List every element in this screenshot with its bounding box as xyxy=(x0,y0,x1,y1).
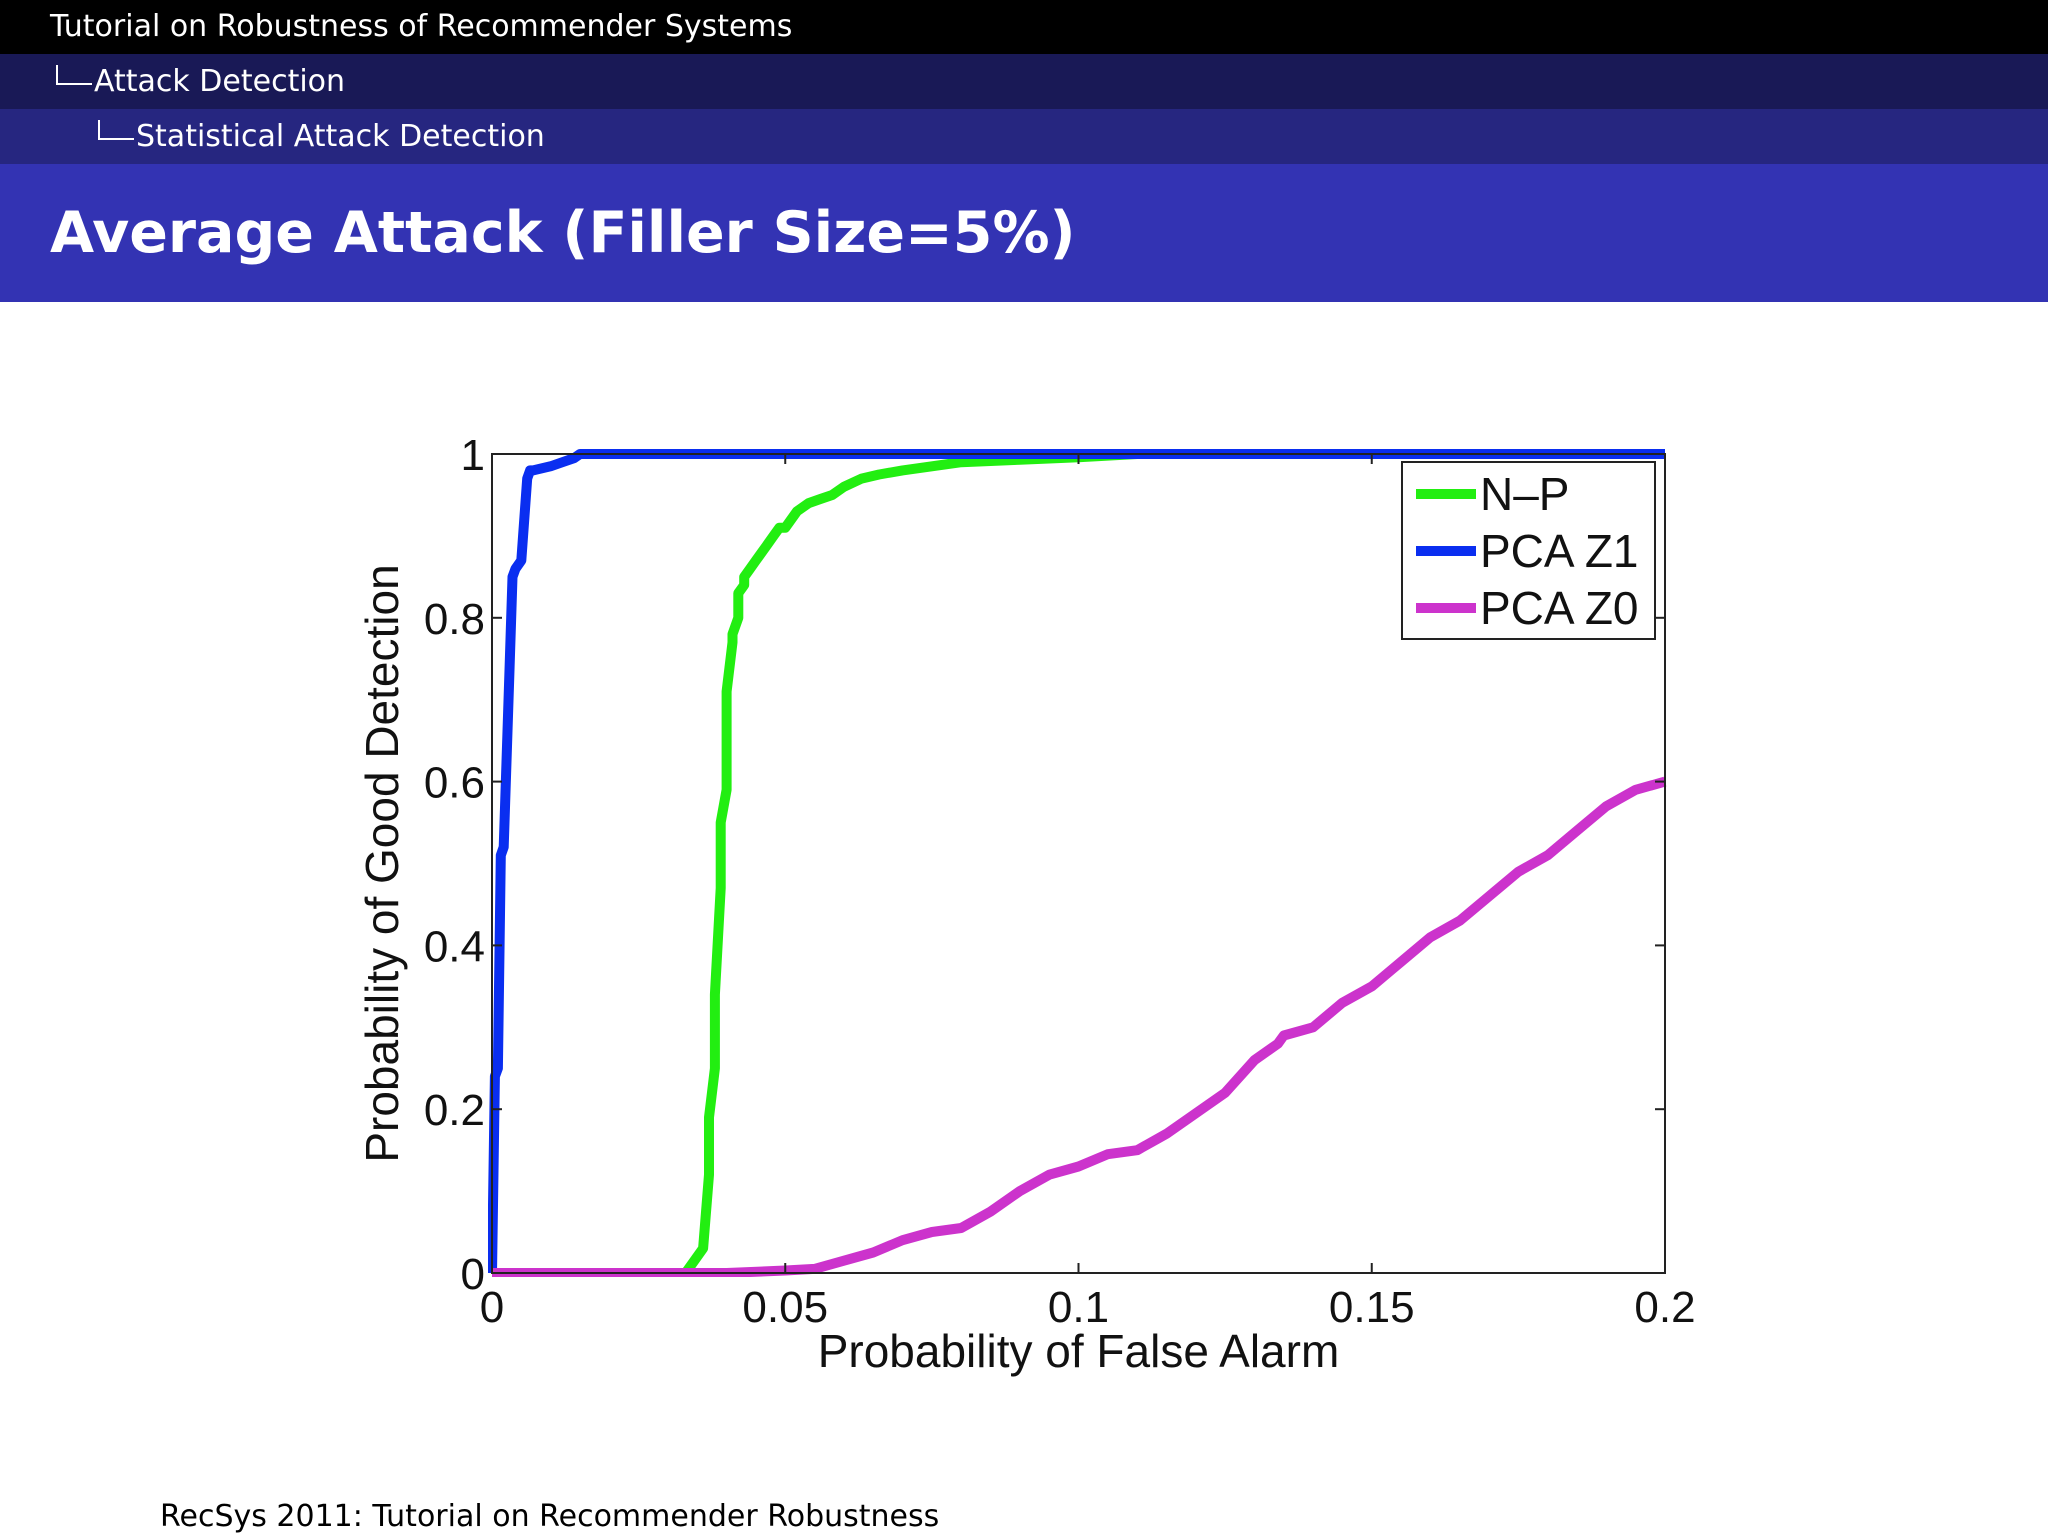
y-tick-label: 0.4 xyxy=(424,922,485,971)
y-tick-label: 0.8 xyxy=(424,595,485,644)
frame-title-band: Average Attack (Filler Size=5%) xyxy=(0,164,2048,302)
y-tick-label: 0.6 xyxy=(424,759,485,808)
nav-subsubsection-label: Statistical Attack Detection xyxy=(136,119,545,154)
legend-label-0: N–P xyxy=(1480,468,1569,520)
legend-label-2: PCA Z0 xyxy=(1480,582,1639,634)
tree-connector-icon xyxy=(56,65,92,85)
x-axis-label: Probability of False Alarm xyxy=(818,1325,1340,1377)
x-tick-label: 0.1 xyxy=(1048,1283,1109,1332)
legend-label-1: PCA Z1 xyxy=(1480,525,1639,577)
nav-section-label: Tutorial on Robustness of Recommender Sy… xyxy=(50,9,793,44)
nav-section[interactable]: Tutorial on Robustness of Recommender Sy… xyxy=(0,0,2048,54)
x-tick-label: 0 xyxy=(480,1283,504,1332)
nav-subsection-label: Attack Detection xyxy=(94,64,346,99)
series-line-0 xyxy=(492,449,1665,1277)
x-tick-label: 0.15 xyxy=(1329,1283,1415,1332)
y-tick-label: 0 xyxy=(461,1250,485,1299)
y-axis-label: Probability of Good Detection xyxy=(356,564,408,1162)
series-line-2 xyxy=(492,776,1667,1277)
tree-connector-icon xyxy=(98,120,134,140)
x-tick-label: 0.2 xyxy=(1634,1283,1695,1332)
nav-subsubsection[interactable]: Statistical Attack Detection xyxy=(0,109,2048,164)
x-tick-label: 0.05 xyxy=(742,1283,828,1332)
footer-text: RecSys 2011: Tutorial on Recommender Rob… xyxy=(160,1499,940,1534)
nav-subsection[interactable]: Attack Detection xyxy=(0,54,2048,109)
y-tick-label: 1 xyxy=(461,431,485,480)
frame-title: Average Attack (Filler Size=5%) xyxy=(50,200,1076,266)
y-tick-label: 0.2 xyxy=(424,1086,485,1135)
